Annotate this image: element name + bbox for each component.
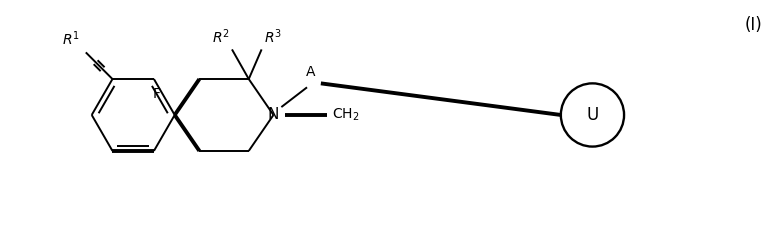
Text: A: A xyxy=(306,65,315,79)
Text: (I): (I) xyxy=(745,16,763,34)
Text: CH$_2$: CH$_2$ xyxy=(332,107,359,123)
Text: U: U xyxy=(587,106,598,124)
Text: N: N xyxy=(268,108,279,122)
Text: $R^2$: $R^2$ xyxy=(212,28,230,46)
Text: $R^1$: $R^1$ xyxy=(62,30,80,48)
Text: F: F xyxy=(153,87,161,101)
Text: $R^3$: $R^3$ xyxy=(263,28,281,46)
